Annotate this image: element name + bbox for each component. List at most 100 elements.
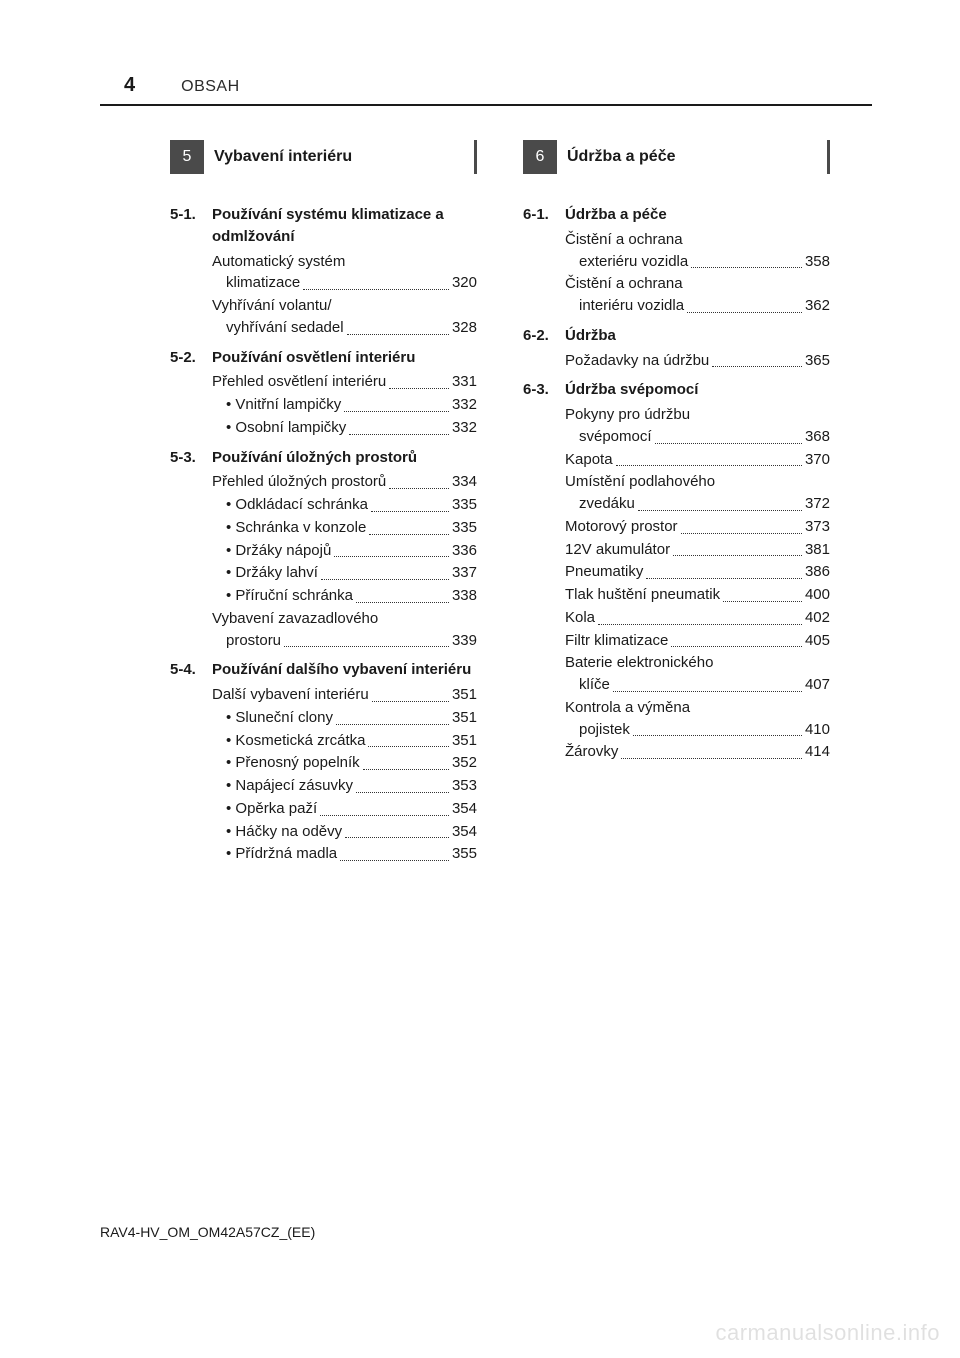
toc-entry-page: 332 bbox=[452, 394, 477, 416]
column-left: 5Vybavení interiéru5-1.Používání systému… bbox=[170, 140, 477, 871]
leader-dots bbox=[320, 815, 449, 816]
toc-entry-page: 402 bbox=[805, 607, 830, 629]
toc-entry-label: • Držáky nápojů bbox=[226, 540, 331, 562]
leader-dots bbox=[368, 746, 449, 747]
toc-entry-page: 410 bbox=[805, 719, 830, 741]
toc-entry-label: Požadavky na údržbu bbox=[565, 350, 709, 372]
header-label: OBSAH bbox=[181, 78, 240, 96]
toc-entry: Pneumatiky386 bbox=[565, 561, 830, 583]
toc-entry-label: pojistek bbox=[565, 719, 630, 741]
section-heading: 6-1.Údržba a péče bbox=[523, 204, 830, 226]
toc-entry-page: 365 bbox=[805, 350, 830, 372]
toc-entry: Přehled osvětlení interiéru331 bbox=[212, 371, 477, 393]
toc-entry: • Schránka v konzole335 bbox=[212, 517, 477, 539]
toc-entry-label: svépomocí bbox=[565, 426, 652, 448]
toc-entry-line: Čistění a ochrana bbox=[565, 273, 830, 295]
toc-entry-page: 414 bbox=[805, 741, 830, 763]
toc-entry-page: 407 bbox=[805, 674, 830, 696]
leader-dots bbox=[691, 267, 802, 268]
leader-dots bbox=[671, 646, 802, 647]
leader-dots bbox=[349, 434, 449, 435]
section-body: Automatický systémklimatizace320Vyhříván… bbox=[170, 251, 477, 339]
toc-entry-label: klimatizace bbox=[212, 272, 300, 294]
toc-entry-label: Tlak huštění pneumatik bbox=[565, 584, 720, 606]
chapter-number: 6 bbox=[523, 140, 557, 174]
toc-entry-label: • Napájecí zásuvky bbox=[226, 775, 353, 797]
toc-entry: • Příruční schránka338 bbox=[212, 585, 477, 607]
toc-entry-page: 370 bbox=[805, 449, 830, 471]
leader-dots bbox=[613, 691, 802, 692]
toc-entry-label: • Háčky na oděvy bbox=[226, 821, 342, 843]
toc-entry: • Háčky na oděvy354 bbox=[212, 821, 477, 843]
toc-entry-line: Kontrola a výměna bbox=[565, 697, 830, 719]
toc-section: 5-3.Používání úložných prostorůPřehled ú… bbox=[170, 447, 477, 652]
toc-entry-label: 12V akumulátor bbox=[565, 539, 670, 561]
toc-entry: • Kosmetická zrcátka351 bbox=[212, 730, 477, 752]
toc-entry-label: Kapota bbox=[565, 449, 613, 471]
toc-entry: • Držáky lahví337 bbox=[212, 562, 477, 584]
toc-entry-label: interiéru vozidla bbox=[565, 295, 684, 317]
toc-entry-label: prostoru bbox=[212, 630, 281, 652]
toc-entry-page: 338 bbox=[452, 585, 477, 607]
toc-section: 5-4.Používání dalšího vybavení interiéru… bbox=[170, 659, 477, 865]
toc-entry-page: 351 bbox=[452, 684, 477, 706]
toc-entry-label: Přehled úložných prostorů bbox=[212, 471, 386, 493]
leader-dots bbox=[347, 334, 449, 335]
section-body: Požadavky na údržbu 365 bbox=[523, 350, 830, 372]
section-number: 6-3. bbox=[523, 379, 565, 401]
leader-dots bbox=[687, 312, 802, 313]
leader-dots bbox=[345, 837, 449, 838]
toc-entry: • Odkládací schránka335 bbox=[212, 494, 477, 516]
toc-entry-label: vyhřívání sedadel bbox=[212, 317, 344, 339]
toc-entry: Kapota 370 bbox=[565, 449, 830, 471]
toc-entry-label: Filtr klimatizace bbox=[565, 630, 668, 652]
toc-entry-page: 400 bbox=[805, 584, 830, 606]
toc-entry-label: Žárovky bbox=[565, 741, 618, 763]
toc-entry-page: 381 bbox=[805, 539, 830, 561]
section-number: 5-4. bbox=[170, 659, 212, 681]
section-heading: 5-2.Používání osvětlení interiéru bbox=[170, 347, 477, 369]
toc-entry: vyhřívání sedadel 328 bbox=[212, 317, 477, 339]
toc-entry-page: 352 bbox=[452, 752, 477, 774]
toc-entry-label: • Držáky lahví bbox=[226, 562, 318, 584]
toc-entry-label: • Přenosný popelník bbox=[226, 752, 360, 774]
toc-entry: klíče407 bbox=[565, 674, 830, 696]
toc-entry-page: 373 bbox=[805, 516, 830, 538]
leader-dots bbox=[356, 602, 449, 603]
section-title: Používání úložných prostorů bbox=[212, 447, 477, 469]
toc-entry-label: Pneumatiky bbox=[565, 561, 643, 583]
toc-entry: Požadavky na údržbu 365 bbox=[565, 350, 830, 372]
toc-entry-page: 335 bbox=[452, 517, 477, 539]
toc-entry: • Osobní lampičky 332 bbox=[212, 417, 477, 439]
leader-dots bbox=[598, 624, 802, 625]
chapter-bar: 6Údržba a péče bbox=[523, 140, 830, 174]
leader-dots bbox=[321, 579, 449, 580]
leader-dots bbox=[334, 556, 449, 557]
toc-entry-page: 332 bbox=[452, 417, 477, 439]
toc-entry: • Držáky nápojů336 bbox=[212, 540, 477, 562]
section-number: 5-2. bbox=[170, 347, 212, 369]
toc-entry-page: 328 bbox=[452, 317, 477, 339]
section-number: 5-3. bbox=[170, 447, 212, 469]
toc-entry-page: 358 bbox=[805, 251, 830, 273]
chapter-title: Vybavení interiéru bbox=[204, 140, 474, 174]
section-body: Pokyny pro údržbusvépomocí368Kapota370Um… bbox=[523, 404, 830, 763]
section-heading: 5-1.Používání systému klimatizace a odml… bbox=[170, 204, 477, 248]
section-number: 6-2. bbox=[523, 325, 565, 347]
page-number: 4 bbox=[124, 74, 135, 97]
toc-entry-page: 372 bbox=[805, 493, 830, 515]
toc-entry-page: 405 bbox=[805, 630, 830, 652]
leader-dots bbox=[646, 578, 802, 579]
toc-entry-page: 353 bbox=[452, 775, 477, 797]
section-title: Údržba a péče bbox=[565, 204, 830, 226]
toc-entry-page: 355 bbox=[452, 843, 477, 865]
section-number: 5-1. bbox=[170, 204, 212, 248]
toc-entry-label: • Osobní lampičky bbox=[226, 417, 346, 439]
toc-entry-label: • Kosmetická zrcátka bbox=[226, 730, 365, 752]
toc-entry: Motorový prostor373 bbox=[565, 516, 830, 538]
toc-entry-page: 354 bbox=[452, 798, 477, 820]
leader-dots bbox=[356, 792, 449, 793]
leader-dots bbox=[633, 735, 802, 736]
toc-entry: prostoru339 bbox=[212, 630, 477, 652]
leader-dots bbox=[621, 758, 802, 759]
